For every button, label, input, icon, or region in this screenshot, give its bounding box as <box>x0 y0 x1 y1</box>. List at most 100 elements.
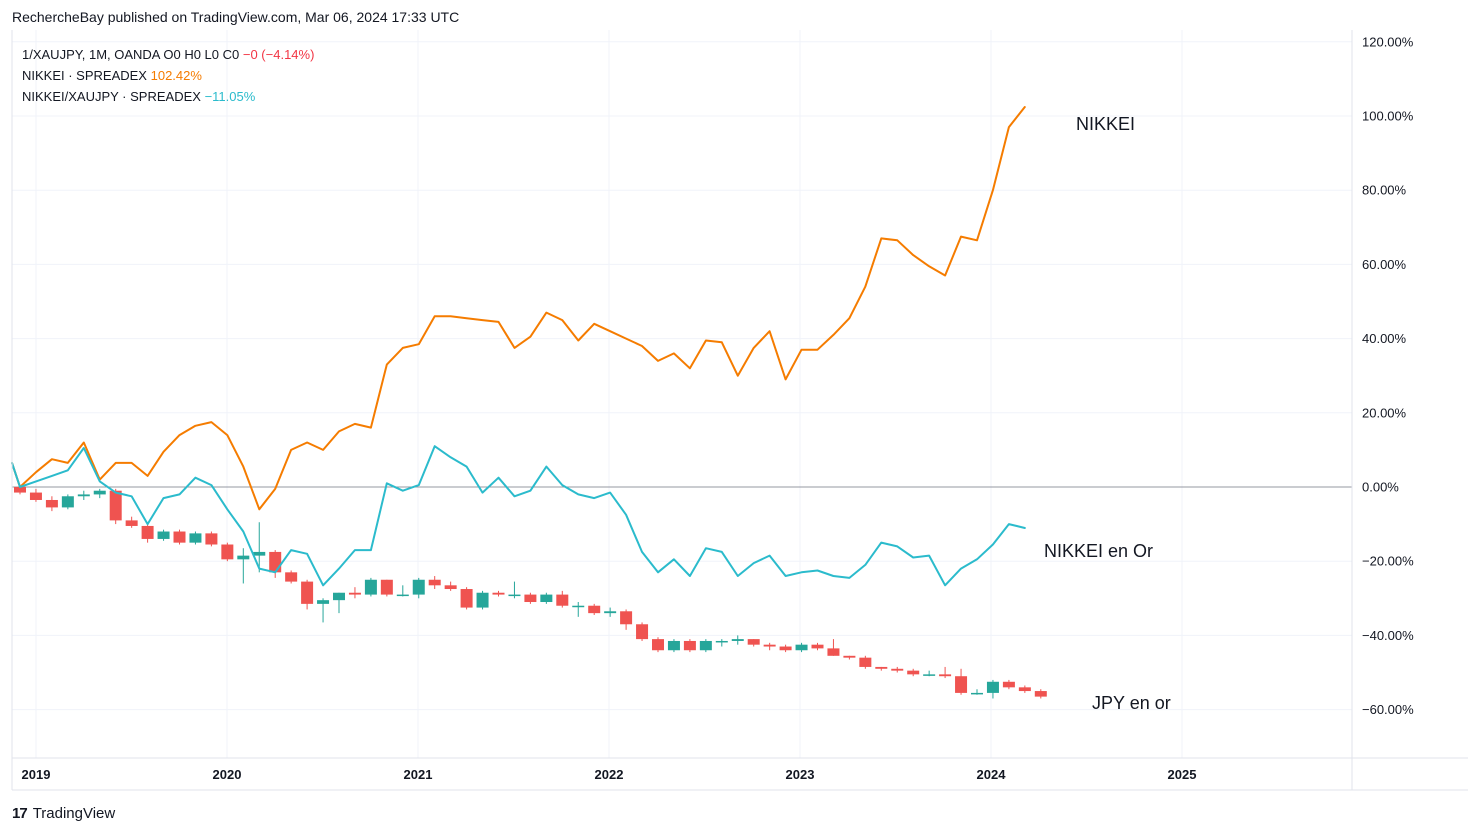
candle-body <box>747 639 760 645</box>
candle-body <box>588 605 601 614</box>
candle-body <box>301 581 314 604</box>
candle-body <box>779 646 792 651</box>
candle-body <box>77 494 90 497</box>
y-tick-label: 100.00% <box>1362 109 1414 124</box>
candle-body <box>731 639 744 641</box>
x-tick-label: 2023 <box>786 767 815 782</box>
candle-body <box>109 490 122 521</box>
x-tick-label: 2024 <box>977 767 1007 782</box>
candle-body <box>237 555 250 560</box>
candle-body <box>699 640 712 651</box>
candle-body <box>428 579 441 586</box>
candle-body <box>317 600 330 604</box>
candle-body <box>715 640 728 643</box>
candle-body <box>795 644 808 651</box>
candle-body <box>683 640 696 651</box>
candle-body <box>604 611 617 614</box>
candle-body <box>285 572 298 582</box>
legend-row-xaujpy[interactable]: 1/XAUJPY, 1M, OANDA O0 H0 L0 C0 −0 (−4.1… <box>22 44 314 65</box>
candle-body <box>396 594 409 597</box>
candle-body <box>540 594 553 603</box>
candle-body <box>859 657 872 667</box>
brand-name: TradingView <box>32 805 116 822</box>
y-tick-label: 60.00% <box>1362 257 1407 272</box>
y-tick-label: −20.00% <box>1362 554 1414 569</box>
candle-body <box>572 605 585 608</box>
candle-body <box>1018 687 1031 692</box>
candle-body <box>636 624 649 640</box>
candle-body <box>875 666 888 669</box>
legend-row-ratio[interactable]: NIKKEI/XAUJPY · SPREADEX −11.05% <box>22 86 314 107</box>
candle-body <box>460 589 473 608</box>
annotation-nikkei-gold: NIKKEI en Or <box>1044 541 1154 561</box>
y-tick-label: −40.00% <box>1362 628 1414 643</box>
legend-ratio-label: NIKKEI/XAUJPY · SPREADEX <box>22 89 201 104</box>
y-tick-label: 120.00% <box>1362 34 1414 49</box>
nikkei-gold-line <box>11 445 1026 587</box>
candle-body <box>141 525 154 539</box>
candle-body <box>173 531 186 543</box>
candle-body <box>986 681 999 693</box>
x-tick-label: 2019 <box>22 767 51 782</box>
x-tick-label: 2020 <box>213 767 242 782</box>
candle-body <box>923 674 936 676</box>
y-tick-label: 80.00% <box>1362 183 1407 198</box>
published-caption: RechercheBay published on TradingView.co… <box>12 9 460 25</box>
legend-nikkei-value: 102.42% <box>150 68 202 83</box>
candle-body <box>955 676 968 693</box>
grid <box>12 30 1352 758</box>
y-tick-label: 40.00% <box>1362 331 1407 346</box>
jpy-gold-candles <box>14 487 1047 699</box>
y-tick-label: 20.00% <box>1362 405 1407 420</box>
candle-body <box>253 551 266 556</box>
candle-body <box>827 648 840 656</box>
x-tick-label: 2022 <box>595 767 624 782</box>
axes: 120.00% 100.00% 80.00% 60.00% 40.00% 20.00% 0.… <box>11 30 1468 791</box>
candle-body <box>93 490 106 495</box>
y-tick-label: 0.00% <box>1362 480 1399 495</box>
candle-body <box>1034 691 1047 697</box>
candle-body <box>269 551 282 573</box>
tradingview-brand[interactable]: 17 TradingView <box>12 805 115 822</box>
legend-row-nikkei[interactable]: NIKKEI · SPREADEX 102.42% <box>22 65 314 86</box>
candle-body <box>843 655 856 658</box>
candle-body <box>556 594 569 606</box>
x-tick-label: 2021 <box>404 767 433 782</box>
candle-body <box>125 520 138 526</box>
legend-ratio-value: −11.05% <box>204 89 256 104</box>
candle-body <box>476 592 489 608</box>
candle-body <box>763 644 776 647</box>
candle-body <box>364 579 377 595</box>
candle-body <box>221 544 234 560</box>
candle-body <box>61 496 74 508</box>
legend-nikkei-label: NIKKEI · SPREADEX <box>22 68 147 83</box>
legend: 1/XAUJPY, 1M, OANDA O0 H0 L0 C0 −0 (−4.1… <box>22 44 314 107</box>
candle-body <box>907 670 920 675</box>
y-tick-label: −60.00% <box>1362 702 1414 717</box>
candle-body <box>939 674 952 677</box>
candle-body <box>412 579 425 595</box>
candle-body <box>971 692 983 695</box>
candle-body <box>205 533 218 545</box>
candle-body <box>157 531 170 539</box>
candle-body <box>45 499 58 508</box>
candle-body <box>492 592 505 595</box>
annotation-jpy-gold: JPY en or <box>1092 693 1171 713</box>
legend-xaujpy-label: 1/XAUJPY, 1M, OANDA O0 H0 L0 C0 <box>22 47 240 62</box>
candle-body <box>444 585 457 590</box>
nikkei-line <box>11 106 1026 511</box>
candle-body <box>333 592 345 601</box>
candle-body <box>189 533 202 543</box>
candle-body <box>524 594 537 603</box>
annotation-nikkei: NIKKEI <box>1076 114 1136 134</box>
candle-body <box>29 492 42 500</box>
candle-body <box>380 579 393 595</box>
candle-body <box>891 668 904 671</box>
candle-body <box>620 611 633 625</box>
legend-xaujpy-value: −0 (−4.14%) <box>242 47 315 62</box>
candle-body <box>667 640 680 651</box>
candle-body <box>348 592 361 595</box>
series-lines <box>11 106 1026 587</box>
x-tick-label: 2025 <box>1168 767 1197 782</box>
